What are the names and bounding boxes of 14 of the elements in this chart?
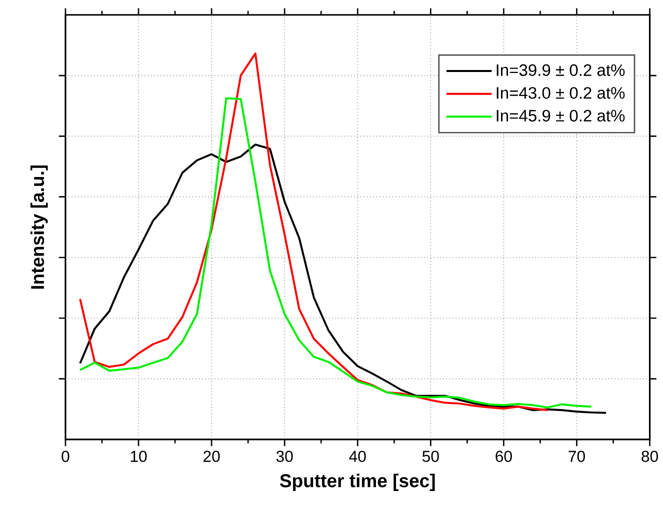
x-tick-label: 70: [568, 450, 585, 462]
legend-label: In=43.0 ± 0.2 at%: [496, 87, 625, 99]
x-tick-label: 20: [204, 450, 220, 462]
x-tick-label: 80: [642, 450, 658, 462]
x-axis-title: Sputter time [sec]: [280, 474, 435, 492]
x-tick-label: 10: [130, 450, 147, 462]
x-tick-label: 40: [349, 450, 366, 462]
y-axis-title: Intensity [a.u.]: [30, 166, 48, 289]
x-tick-label: 0: [62, 450, 70, 462]
x-tick-label: 60: [496, 450, 512, 462]
legend-label: In=45.9 ± 0.2 at%: [496, 110, 625, 122]
x-tick-label: 30: [276, 450, 293, 462]
legend-label: In=39.9 ± 0.2 at%: [496, 64, 625, 76]
x-tick-label: 50: [422, 450, 439, 462]
